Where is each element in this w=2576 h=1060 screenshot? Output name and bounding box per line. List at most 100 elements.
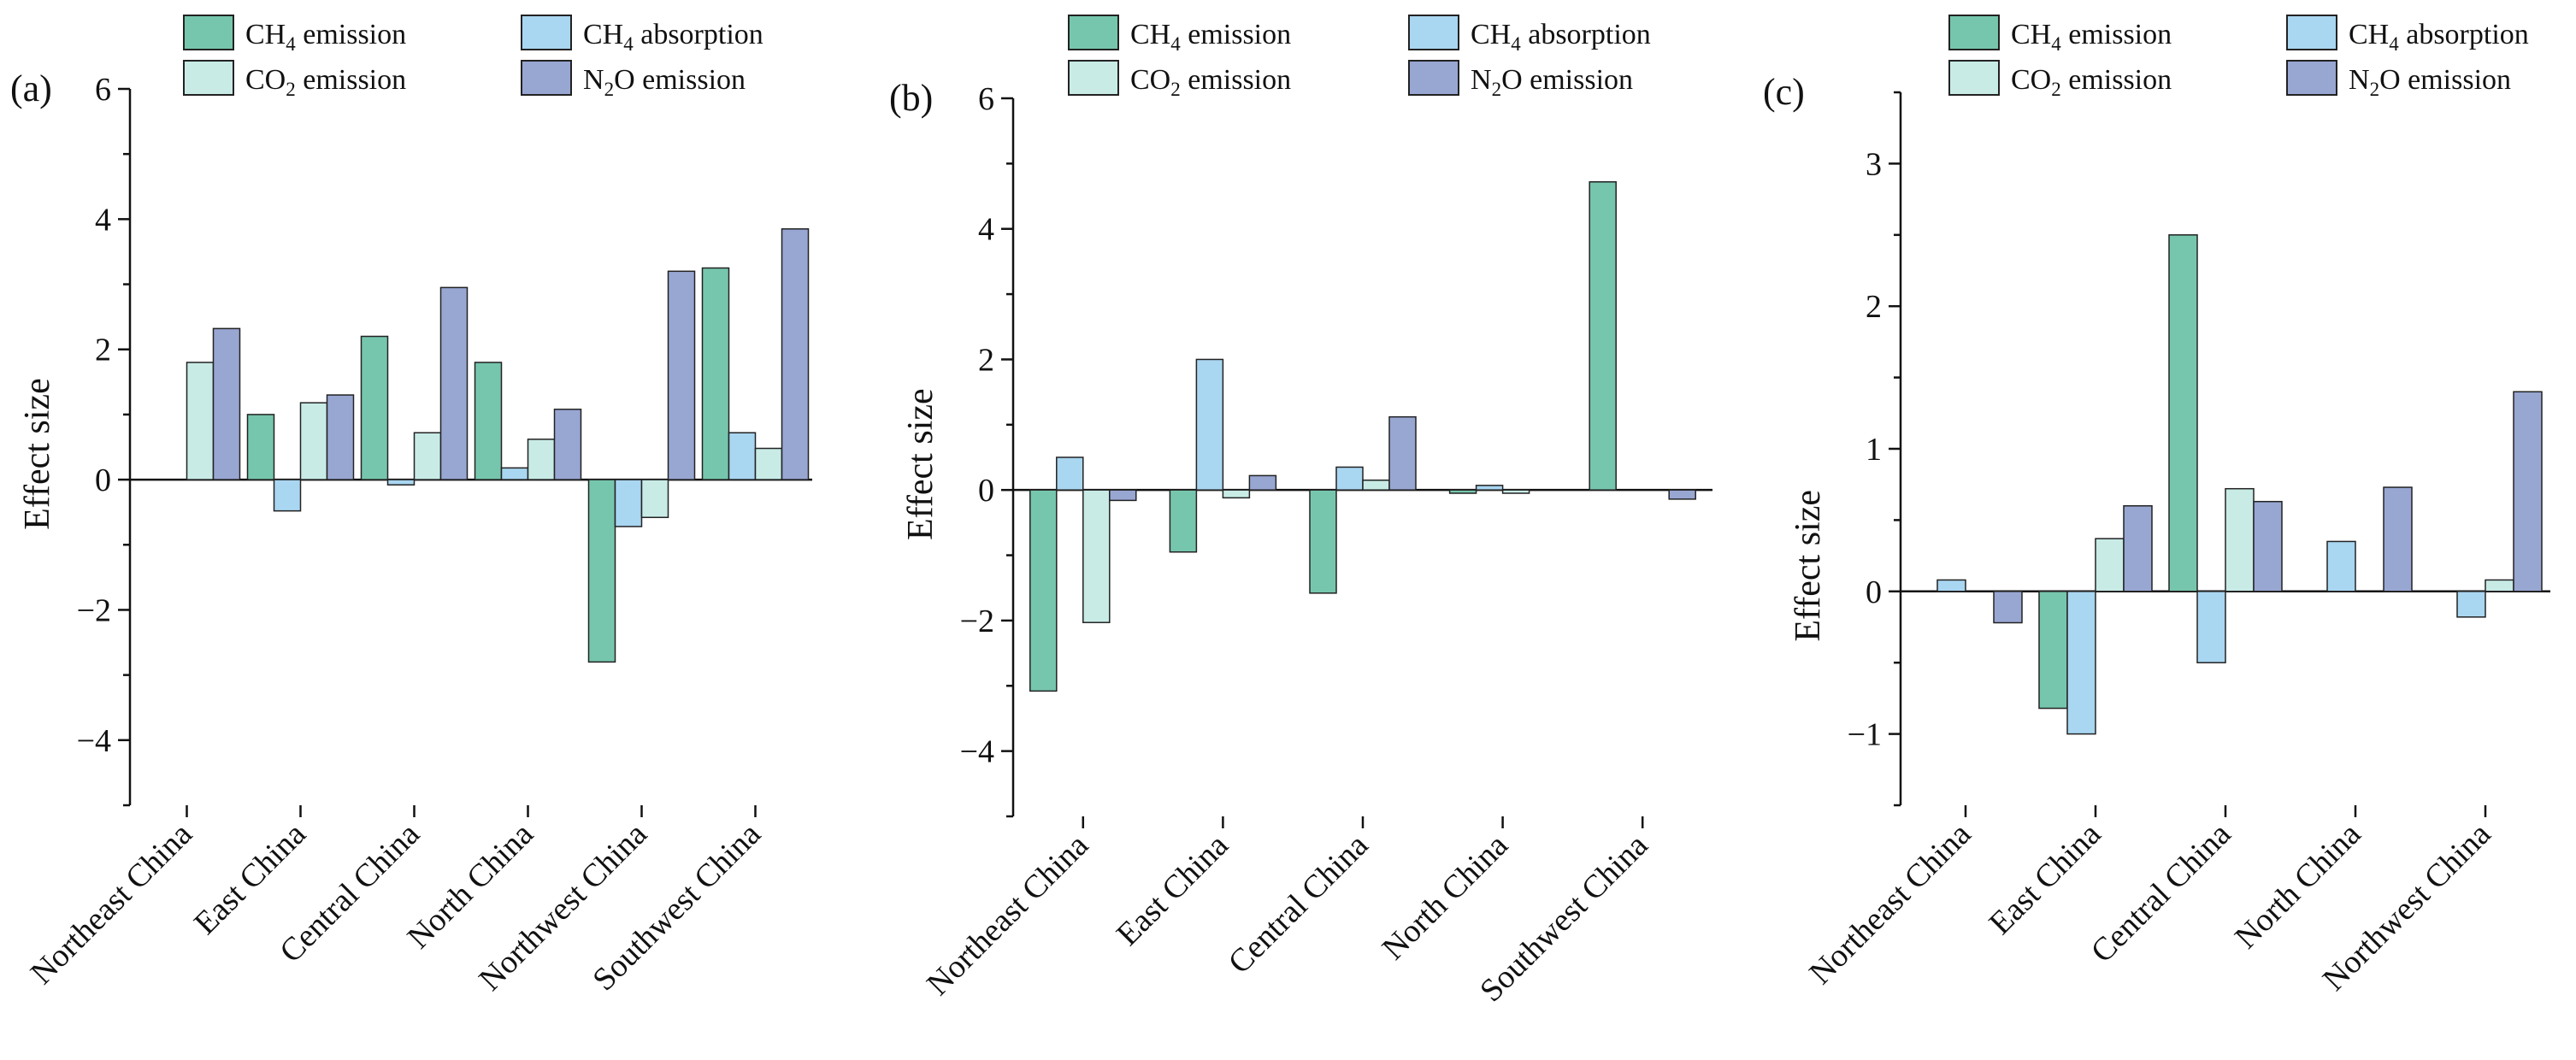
legend-label-ch4_emission: CH4 emission (245, 19, 406, 55)
legend-label-co2_emission: CO2 emission (1130, 64, 1291, 100)
panel-b-label: (b) (889, 77, 933, 119)
legend-label-ch4_emission: CH4 emission (1130, 19, 1291, 55)
legend-swatch-n2o_emission (1408, 60, 1459, 96)
panel-a-ytick-label: −4 (77, 723, 111, 759)
panel-a-ytick-label: 0 (95, 462, 111, 498)
legend-label-ch4_absorption: CH4 absorption (2349, 19, 2529, 55)
panel-b-bar-east-china-ch4_absorption (1195, 358, 1224, 491)
panel-a-bar-northwest-china-ch4_emission (587, 479, 616, 663)
panel-b-ytick-label: 2 (978, 342, 994, 378)
panel-b-bar-central-china-ch4_emission (1309, 489, 1337, 594)
panel-b-bar-north-china-ch4_absorption (1475, 485, 1504, 491)
panel-b-xtick-label-north-china: North China (1376, 827, 1515, 967)
panel-c-bar-east-china-ch4_absorption (2066, 591, 2096, 735)
panel-a-bar-southwest-china-ch4_emission (701, 267, 730, 480)
panel-b-y-label: Effect size (901, 388, 940, 540)
legend-label-n2o_emission: N2O emission (2349, 64, 2511, 100)
legend-swatch-ch4_emission (1068, 15, 1119, 50)
panel-c-bar-central-china-ch4_emission (2168, 234, 2198, 592)
panel-c-bar-northwest-china-co2_emission (2485, 579, 2514, 592)
panel-c-xtick-label-north-china: North China (2228, 816, 2367, 956)
panel-c-bar-northeast-china-ch4_absorption (1936, 579, 1966, 592)
panel-a-ytick-label: −2 (77, 592, 111, 628)
legend-swatch-ch4_absorption (1408, 15, 1459, 50)
panel-c-bar-east-china-co2_emission (2095, 538, 2125, 592)
panel-a-bar-east-china-ch4_absorption (273, 479, 302, 512)
legend-label-n2o_emission: N2O emission (1471, 64, 1633, 100)
panel-b-bar-north-china-ch4_emission (1448, 489, 1477, 494)
panel-b-bar-east-china-ch4_emission (1169, 489, 1198, 553)
panel-a-bar-north-china-ch4_absorption (500, 467, 529, 480)
panel-b-bar-northeast-china-co2_emission (1082, 489, 1111, 623)
legend-swatch-ch4_emission (1948, 15, 2000, 50)
panel-c-ytick-label: −1 (1848, 717, 1882, 753)
panel-a-bar-northwest-china-co2_emission (640, 479, 669, 519)
panel-a-bar-central-china-ch4_emission (360, 335, 389, 480)
panel-b-bar-north-china-co2_emission (1501, 489, 1530, 494)
legend-swatch-ch4_emission (183, 15, 234, 50)
panel-c-xtick-label-central-china: Central China (2084, 816, 2238, 970)
legend-swatch-co2_emission (1068, 60, 1119, 96)
panel-b-legend: CH4 emission CH4 absorption CO2 emission N2… (1068, 15, 1651, 100)
panel-c-bar-northeast-china-n2o_emission (1993, 591, 2023, 624)
panel-c-bar-northwest-china-ch4_absorption (2456, 591, 2486, 618)
panel-b-bar-east-china-co2_emission (1222, 489, 1251, 499)
panel-c-xtick-label-east-china: East China (1982, 816, 2107, 942)
panel-c-bar-central-china-ch4_absorption (2196, 591, 2226, 663)
panel-a-bar-northwest-china-ch4_absorption (614, 479, 643, 527)
panel-a-bar-east-china-n2o_emission (326, 394, 355, 480)
legend-swatch-co2_emission (1948, 60, 2000, 96)
panel-c-ytick-label: 0 (1866, 574, 1882, 610)
panel-c: CH4 emission CH4 absorption CO2 emission N2… (1763, 15, 2550, 998)
panel-a-y-label: Effect size (18, 378, 57, 530)
legend-label-co2_emission: CO2 emission (245, 64, 406, 100)
panel-a-bar-northeast-china-n2o_emission (212, 327, 241, 480)
panel-a-ytick-label: 2 (95, 333, 111, 368)
panel-b-ytick-label: 6 (978, 81, 994, 117)
panel-a-bar-southwest-china-n2o_emission (781, 228, 810, 480)
panel-b-ytick-label: −2 (960, 604, 994, 639)
panel-b-bar-east-china-n2o_emission (1248, 474, 1277, 491)
panel-b-bar-northeast-china-n2o_emission (1109, 489, 1137, 502)
panel-b-xtick-label-central-china: Central China (1222, 827, 1376, 981)
legend-label-ch4_absorption: CH4 absorption (1471, 19, 1651, 55)
panel-a-bar-east-china-ch4_emission (246, 414, 275, 480)
panel-c-xtick-label-northeast-china: Northeast China (1802, 816, 1978, 992)
panel-b-bar-central-china-co2_emission (1362, 479, 1390, 491)
legend-swatch-co2_emission (183, 60, 234, 96)
legend-label-ch4_absorption: CH4 absorption (583, 19, 763, 55)
panel-b-bar-northeast-china-ch4_emission (1029, 489, 1058, 692)
panel-b-ytick-label: −4 (960, 734, 994, 770)
panel-a-ytick-label: 6 (95, 72, 111, 108)
legend-swatch-ch4_absorption (2286, 15, 2337, 50)
panel-b-ytick-label: 4 (978, 212, 994, 248)
panel-c-bar-east-china-n2o_emission (2123, 504, 2153, 592)
panel-a-ytick-label: 4 (95, 202, 111, 238)
panel-a-bar-north-china-co2_emission (527, 439, 556, 480)
panel-a-bar-northwest-china-n2o_emission (667, 270, 696, 480)
legend-swatch-n2o_emission (2286, 60, 2337, 96)
legend-label-ch4_emission: CH4 emission (2011, 19, 2172, 55)
panel-a-bar-southwest-china-co2_emission (754, 447, 783, 480)
panel-a-bar-east-china-co2_emission (299, 402, 328, 480)
legend-label-n2o_emission: N2O emission (583, 64, 746, 100)
panel-a-bar-northeast-china-co2_emission (186, 362, 215, 480)
panel-c-label: (c) (1763, 71, 1805, 113)
panel-c-y-label: Effect size (1789, 490, 1828, 642)
panel-b-bar-central-china-ch4_absorption (1335, 466, 1364, 491)
panel-a-bar-central-china-co2_emission (413, 432, 442, 480)
legend-label-co2_emission: CO2 emission (2011, 64, 2172, 100)
panel-c-bar-east-china-ch4_emission (2038, 591, 2068, 710)
panel-a-bar-north-china-n2o_emission (553, 409, 582, 480)
panel-b-xtick-label-east-china: East China (1110, 827, 1235, 953)
panel-c-ytick-label: 1 (1866, 432, 1882, 468)
panel-c-bar-north-china-ch4_absorption (2326, 540, 2356, 592)
panel-b-xtick-label-northeast-china: Northeast China (920, 827, 1095, 1003)
panel-a-label: (a) (10, 68, 52, 109)
panel-c-bar-central-china-n2o_emission (2253, 500, 2283, 592)
panel-a-legend: CH4 emission CH4 absorption CO2 emission N2… (183, 15, 763, 100)
panel-b: CH4 emission CH4 absorption CO2 emission N2… (889, 15, 1712, 1009)
panel-c-ytick-label: 3 (1866, 146, 1882, 182)
panel-b-bar-northeast-china-ch4_absorption (1056, 456, 1084, 491)
